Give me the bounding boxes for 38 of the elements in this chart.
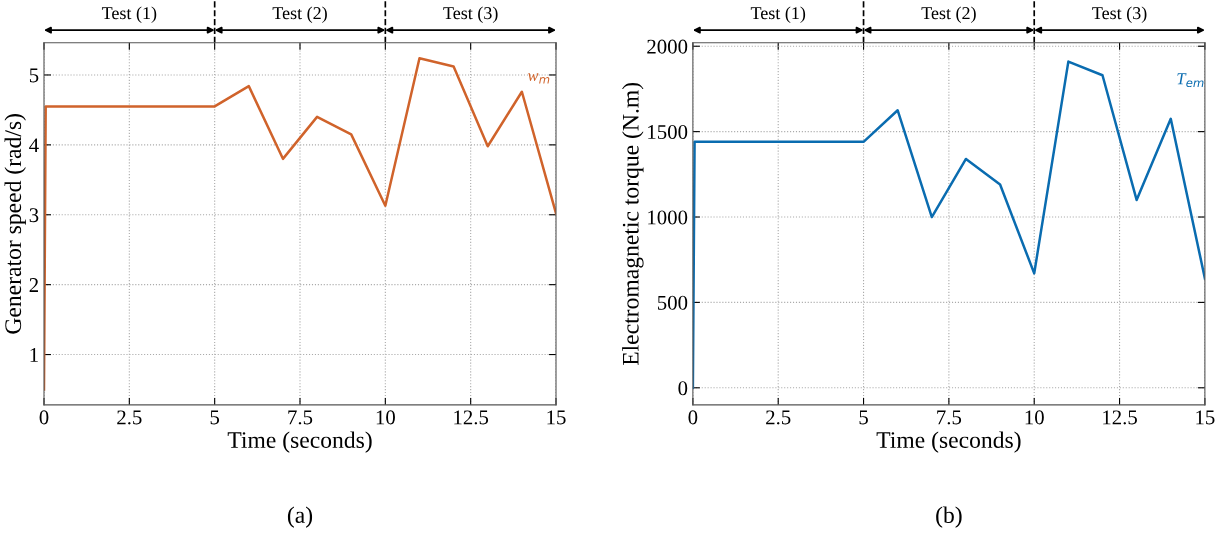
x-tick-label: 0 [688, 410, 698, 425]
y-tick-label: 3 [29, 208, 39, 223]
x-axis-title: Time (seconds) [227, 431, 372, 453]
y-tick-label: 0 [678, 381, 688, 396]
y-tick-label: 1000 [648, 210, 688, 225]
text: (b) [936, 506, 962, 528]
y-tick-label: 2000 [647, 39, 688, 54]
y-axis-title: Electromagnetic torque (N.m) [622, 82, 644, 366]
x-tick-label: 5 [859, 410, 868, 425]
x-tick-label: 15 [547, 410, 566, 425]
text: Test (2) [921, 6, 976, 23]
x-tick-label: 15 [1196, 410, 1215, 425]
series-label: T$_{em}$ [1177, 73, 1204, 88]
text: Test (1) [101, 6, 157, 23]
y-axis-title: Generator speed (rad/s) [4, 114, 26, 334]
y-tick-label: 500 [657, 295, 688, 310]
x-tick-label: 7.5 [937, 410, 962, 425]
y-tick-label: 1500 [648, 125, 688, 140]
x-tick-label: 12.5 [454, 410, 489, 425]
text: (a) [287, 506, 313, 528]
text: Test (3) [1092, 6, 1147, 23]
x-tick-label: 10 [1025, 410, 1044, 425]
y-tick-label: 2 [29, 278, 38, 292]
series-label: w$_{m}$ [527, 73, 550, 84]
text: Test (2) [272, 6, 327, 23]
text: Test (3) [443, 6, 498, 23]
x-axis-title: Time (seconds) [876, 431, 1021, 453]
y-tick-label: 4 [29, 138, 39, 153]
x-tick-label: 2.5 [766, 410, 791, 425]
text: Test (1) [750, 6, 806, 23]
x-tick-label: 7.5 [288, 410, 313, 425]
y-tick-label: 5 [29, 68, 39, 83]
x-tick-label: 10 [376, 410, 395, 425]
x-tick-label: 12.5 [1103, 410, 1137, 425]
x-tick-label: 2.5 [117, 410, 142, 425]
x-tick-label: 5 [210, 410, 220, 425]
x-tick-label: 0 [39, 410, 49, 425]
y-tick-label: 1 [30, 348, 38, 362]
